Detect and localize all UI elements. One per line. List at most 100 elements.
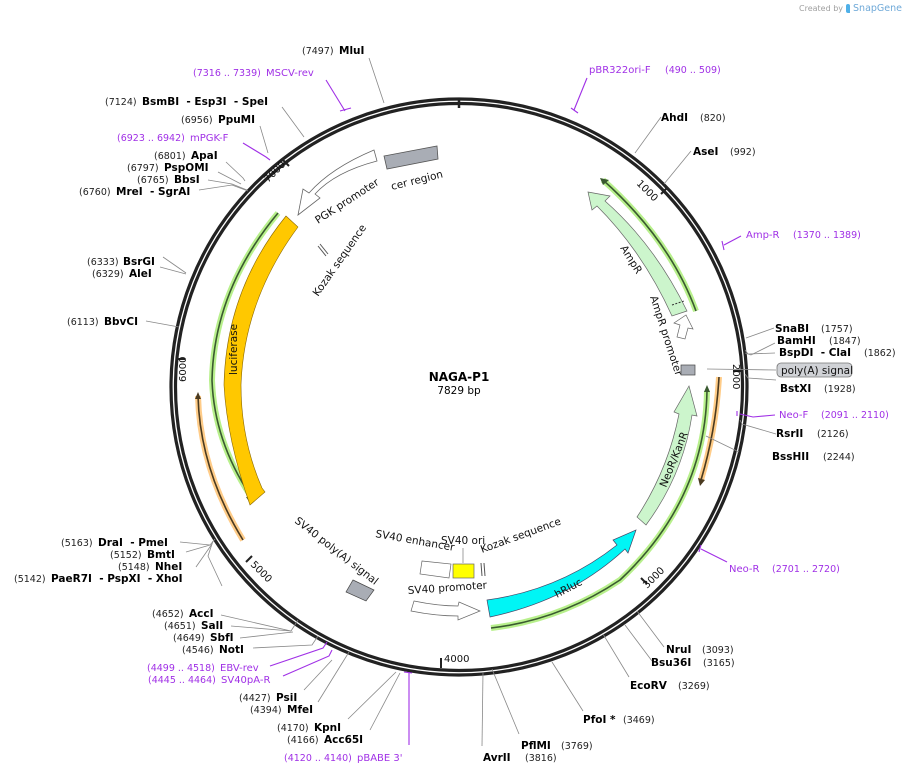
site-acc65i[interactable]: (4166) Acc65I (287, 734, 363, 746)
svg-text:BsmBI - Esp3I - SpeI: BsmBI - Esp3I - SpeI (142, 96, 268, 108)
site-psii[interactable]: (4427) PsiI (239, 692, 297, 704)
svg-text:AccI: AccI (189, 608, 213, 620)
svg-text:(4445 .. 4464): (4445 .. 4464) (148, 675, 216, 686)
site-bamhi[interactable]: BamHI (1847) (777, 335, 861, 347)
primer-ebv-rev[interactable]: (4499 .. 4518) EBV-rev (147, 663, 259, 674)
primer-leader-lines (242, 77, 776, 745)
site-nhei[interactable]: (5148) NheI (118, 561, 182, 573)
feature-cer-region[interactable]: cer region (383, 145, 444, 193)
svg-text:EBV-rev: EBV-rev (220, 663, 259, 674)
svg-text:SbfI: SbfI (210, 632, 234, 644)
sv40-polya-label: SV40 poly(A) signal (292, 515, 380, 588)
svg-text:ApaI: ApaI (191, 150, 218, 162)
svg-text:(1847): (1847) (829, 336, 861, 347)
site-bbvci[interactable]: (6113) BbvCI (67, 316, 138, 328)
svg-text:(6797): (6797) (127, 163, 159, 174)
site-pflmi[interactable]: PflMI (3769) (521, 740, 593, 752)
feature-sv40-promoter[interactable]: SV40 promoter (407, 579, 488, 621)
site-mrei-sgrai[interactable]: (6760) MreI - SgrAI (79, 186, 190, 198)
site-pspomi[interactable]: (6797) PspOMI (127, 162, 209, 174)
site-paer7i-pspxi-xhoi[interactable]: (5142) PaeR7I - PspXI - XhoI (14, 573, 183, 585)
primer-mscv-rev[interactable]: (7316 .. 7339) MSCV-rev (193, 68, 314, 79)
feature-neor-kanr[interactable]: NeoR/KanR (636, 385, 698, 526)
svg-text:MluI: MluI (339, 45, 364, 57)
svg-text:(7316 .. 7339): (7316 .. 7339) (193, 68, 261, 79)
primer-amp-r[interactable]: Amp-R (1370 .. 1389) (746, 230, 861, 241)
site-bsu36i[interactable]: Bsu36I (3165) (651, 657, 735, 669)
site-sali[interactable]: (4651) SalI (164, 620, 223, 632)
site-ecorv[interactable]: EcoRV (3269) (630, 680, 710, 692)
svg-text:pBR322ori-F: pBR322ori-F (589, 65, 651, 76)
svg-text:(1928): (1928) (824, 384, 856, 395)
site-avrii[interactable]: AvrII (3816) (483, 752, 557, 764)
primer-sv40pa-r[interactable]: (4445 .. 4464) SV40pA-R (148, 675, 270, 686)
svg-text:mPGK-F: mPGK-F (190, 133, 229, 144)
svg-text:pBABE 3': pBABE 3' (357, 753, 403, 764)
site-bstxi[interactable]: BstXI (1928) (780, 383, 856, 395)
feature-sv40-polya[interactable]: SV40 poly(A) signal (292, 515, 380, 602)
svg-text:EcoRV: EcoRV (630, 680, 668, 692)
svg-text:(6333): (6333) (87, 257, 119, 268)
site-alei[interactable]: (6329) AleI (92, 268, 152, 280)
svg-text:(7124): (7124) (105, 97, 137, 108)
site-mfei[interactable]: (4394) MfeI (250, 704, 313, 716)
svg-text:(7497): (7497) (302, 46, 334, 57)
svg-text:(6765): (6765) (137, 175, 169, 186)
site-bsshii[interactable]: BssHII (2244) (772, 451, 855, 463)
svg-text:(5152): (5152) (110, 550, 142, 561)
svg-text:(4427): (4427) (239, 693, 271, 704)
primer-pbr322ori-f[interactable]: pBR322ori-F (490 .. 509) (589, 65, 721, 76)
site-pfoi[interactable]: PfoI * (3469) (583, 714, 655, 726)
site-rsrii[interactable]: RsrII (2126) (776, 428, 849, 440)
site-bspdi-clai[interactable]: BspDI - ClaI (1862) (779, 347, 896, 359)
svg-text:(3469): (3469) (623, 715, 655, 726)
site-apai[interactable]: (6801) ApaI (154, 150, 218, 162)
site-nrui[interactable]: NruI (3093) (666, 644, 734, 656)
credit-prefix: Created by (799, 4, 844, 13)
svg-text:(4166): (4166) (287, 735, 319, 746)
kozak-2-label: Kozak sequence (479, 516, 563, 556)
primer-mpgk-f[interactable]: (6923 .. 6942) mPGK-F (117, 133, 229, 144)
svg-text:(2091 .. 2110): (2091 .. 2110) (821, 410, 889, 421)
feature-kozak-sequence-1[interactable]: Kozak sequence (311, 222, 369, 298)
site-kpni[interactable]: (4170) KpnI (277, 722, 341, 734)
svg-text:(2701 .. 2720): (2701 .. 2720) (772, 564, 840, 575)
feature-kozak-sequence-2[interactable]: Kozak sequence (479, 516, 563, 577)
svg-text:BbsI: BbsI (174, 174, 200, 186)
site-noti[interactable]: (4546) NotI (182, 644, 244, 656)
site-drai-pmei[interactable]: (5163) DraI - PmeI (61, 537, 168, 549)
site-acci[interactable]: (4652) AccI (152, 608, 213, 620)
plasmid-name: NAGA-P1 (429, 370, 490, 384)
svg-text:SalI: SalI (201, 620, 223, 632)
site-bsrgi[interactable]: (6333) BsrGI (87, 256, 155, 268)
primer-pbabe-3[interactable]: (4120 .. 4140) pBABE 3' (284, 753, 403, 764)
svg-text:NotI: NotI (219, 644, 244, 656)
primer-neo-r[interactable]: Neo-R (2701 .. 2720) (729, 564, 840, 575)
primer-neo-f[interactable]: Neo-F (2091 .. 2110) (779, 410, 889, 421)
site-bmti[interactable]: (5152) BmtI (110, 549, 175, 561)
site-bbsi[interactable]: (6765) BbsI (137, 174, 200, 186)
svg-text:(4120 .. 4140): (4120 .. 4140) (284, 753, 352, 764)
feature-pgk-promoter[interactable]: PGK promoter (297, 149, 382, 227)
svg-text:PaeR7I - PspXI - XhoI: PaeR7I - PspXI - XhoI (51, 573, 183, 585)
svg-text:(4652): (4652) (152, 609, 184, 620)
site-snabi[interactable]: SnaBI (1757) (775, 323, 853, 335)
svg-text:(1862): (1862) (864, 348, 896, 359)
tick-marks (177, 159, 741, 668)
orf-right-green (490, 385, 710, 631)
site-ahdi[interactable]: AhdI (820) (661, 112, 726, 124)
svg-text:(6329): (6329) (92, 269, 124, 280)
svg-text:(5142): (5142) (14, 574, 46, 585)
feature-luciferase[interactable]: luciferase (223, 215, 299, 506)
svg-text:SV40pA-R: SV40pA-R (221, 675, 270, 686)
feature-polya-signal[interactable]: poly(A) signal (680, 362, 853, 378)
site-mlui[interactable]: (7497) MluI (302, 45, 364, 57)
svg-text:(4170): (4170) (277, 723, 309, 734)
svg-text:(6956): (6956) (181, 115, 213, 126)
site-ppumi[interactable]: (6956) PpuMI (181, 114, 255, 126)
site-asei[interactable]: AseI (992) (693, 146, 756, 158)
site-sbfi[interactable]: (4649) SbfI (173, 632, 234, 644)
site-bsmbi-esp3i-spei[interactable]: (7124) BsmBI - Esp3I - SpeI (105, 96, 268, 108)
svg-text:Neo-R: Neo-R (729, 564, 760, 575)
feature-sv40-ori[interactable]: SV40 ori (441, 535, 485, 579)
